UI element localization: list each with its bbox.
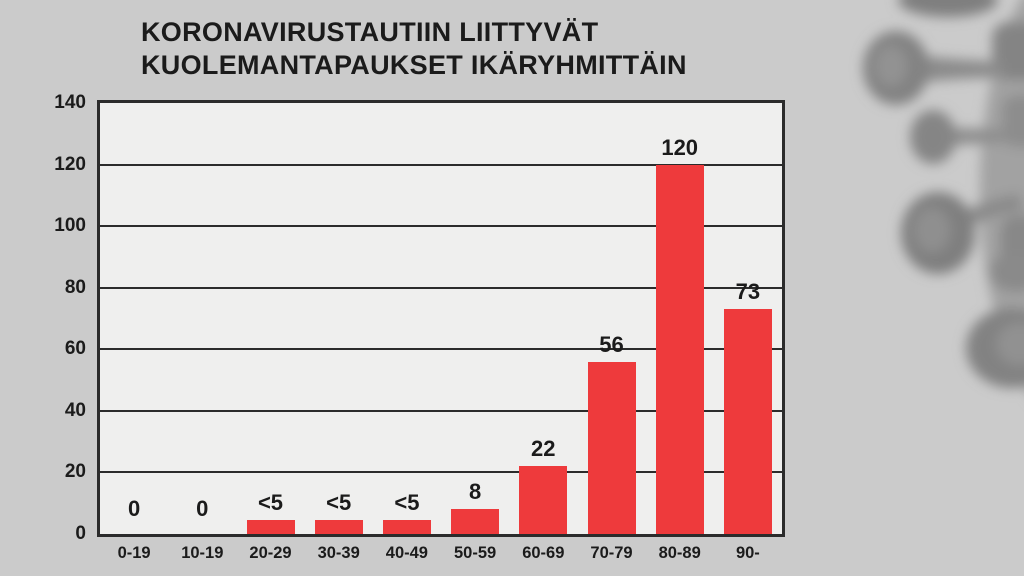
chart-bar — [246, 520, 295, 534]
bar-value-label: 56 — [599, 331, 624, 357]
x-axis-label: 0-19 — [117, 544, 151, 562]
x-axis-label: 40-49 — [385, 544, 428, 562]
chart-bar — [519, 466, 568, 534]
chart-bar — [382, 520, 431, 534]
gridline — [100, 348, 782, 351]
bar-value-label: 0 — [127, 496, 141, 521]
bar-value-label: 73 — [735, 279, 761, 305]
x-axis-label: 80-89 — [658, 544, 701, 562]
bar-value-label: 120 — [661, 134, 699, 160]
chart-title-line-2: KUOLEMANTAPAUKSET IKÄRYHMITTÄIN — [141, 50, 687, 80]
bar-value-label: <5 — [326, 490, 352, 516]
x-axis-label: 20-29 — [249, 544, 292, 562]
bar-value-label: 22 — [531, 436, 556, 462]
chart-bar — [314, 520, 363, 534]
bar-value-label: 0 — [196, 496, 209, 521]
bar-value-label: <5 — [394, 490, 420, 516]
bar-value-label: 8 — [468, 479, 482, 505]
bar-value-label: <5 — [257, 490, 284, 516]
x-axis-label: 10-19 — [181, 544, 224, 562]
x-axis-label: 90- — [735, 544, 760, 562]
x-axis-label: 50-59 — [453, 544, 497, 562]
chart-bar — [723, 309, 772, 534]
y-axis-label: 0 — [75, 523, 86, 544]
plot-area: 0 0 <5 <5 <5 8 22 56 120 73 — [97, 100, 785, 537]
y-axis-label: 140 — [54, 92, 86, 113]
y-axis-label: 40 — [64, 399, 86, 421]
y-axis-label: 20 — [64, 461, 86, 483]
gridline — [100, 225, 782, 228]
x-axis-label: 30-39 — [317, 544, 360, 562]
y-axis-label: 100 — [54, 215, 86, 237]
chart-bar — [451, 509, 500, 534]
chart-title-line-1: KORONAVIRUSTAUTIIN LIITTYVÄT — [141, 17, 599, 47]
gridline — [100, 471, 782, 474]
x-axis-label: 60-69 — [522, 544, 565, 562]
y-axis-label: 80 — [64, 276, 86, 298]
y-axis-label: 60 — [64, 338, 86, 360]
x-axis-label: 70-79 — [590, 544, 633, 562]
gridline — [100, 163, 782, 166]
gridline — [100, 409, 782, 412]
gridline — [100, 286, 782, 289]
y-axis-label: 120 — [54, 153, 86, 175]
chart-bar — [655, 164, 704, 534]
chart-title: KORONAVIRUSTAUTIIN LIITTYVÄT KUOLEMANTAP… — [141, 16, 687, 82]
chart-bar — [587, 361, 636, 534]
